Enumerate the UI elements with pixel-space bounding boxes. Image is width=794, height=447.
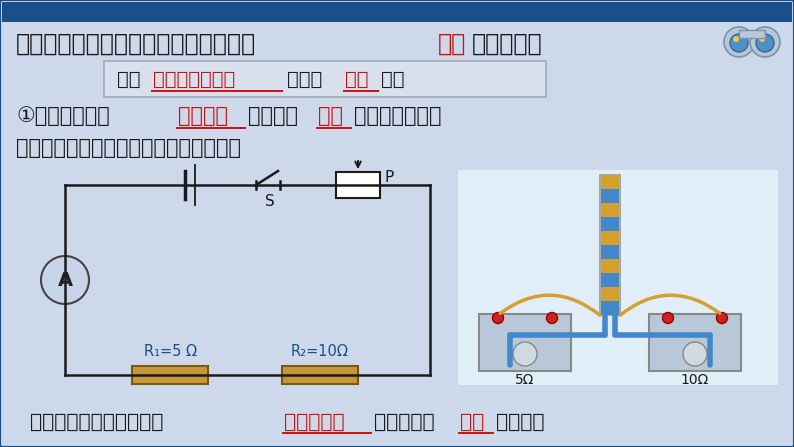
Circle shape	[546, 312, 557, 324]
Text: 10Ω: 10Ω	[681, 373, 709, 387]
Text: 接入电路，使用: 接入电路，使用	[354, 106, 441, 126]
FancyBboxPatch shape	[132, 365, 208, 385]
Text: 的电阻丝: 的电阻丝	[248, 106, 298, 126]
Circle shape	[756, 34, 774, 52]
FancyBboxPatch shape	[601, 231, 619, 245]
Text: 电阻: 电阻	[345, 69, 368, 89]
Text: 控制: 控制	[117, 69, 141, 89]
Text: 串联: 串联	[318, 106, 343, 126]
Text: 电流、通电时间: 电流、通电时间	[153, 69, 235, 89]
Circle shape	[662, 312, 673, 324]
FancyBboxPatch shape	[601, 245, 619, 259]
Circle shape	[41, 256, 89, 304]
FancyBboxPatch shape	[336, 172, 380, 198]
FancyBboxPatch shape	[649, 314, 741, 371]
Circle shape	[513, 342, 537, 366]
Text: A: A	[57, 270, 72, 290]
Text: 电阻: 电阻	[438, 32, 466, 56]
FancyBboxPatch shape	[600, 175, 620, 315]
FancyBboxPatch shape	[282, 366, 358, 384]
Text: 5Ω: 5Ω	[515, 373, 534, 387]
FancyBboxPatch shape	[601, 203, 619, 217]
Circle shape	[733, 36, 739, 42]
Circle shape	[759, 36, 765, 42]
Text: 学生电源供电（提供的电流大且稳定）。: 学生电源供电（提供的电流大且稳定）。	[16, 138, 241, 158]
FancyBboxPatch shape	[601, 273, 619, 287]
FancyBboxPatch shape	[282, 365, 358, 385]
Circle shape	[716, 312, 727, 324]
FancyBboxPatch shape	[601, 259, 619, 273]
Text: 不同: 不同	[381, 69, 404, 89]
Text: 阻值不等: 阻值不等	[178, 106, 228, 126]
FancyBboxPatch shape	[601, 287, 619, 301]
Circle shape	[683, 342, 707, 366]
Text: R₁=5 Ω: R₁=5 Ω	[144, 345, 196, 359]
Circle shape	[492, 312, 503, 324]
Circle shape	[724, 27, 754, 57]
FancyBboxPatch shape	[601, 301, 619, 315]
Text: 电流: 电流	[460, 413, 484, 431]
FancyBboxPatch shape	[2, 2, 792, 22]
FancyBboxPatch shape	[601, 189, 619, 203]
FancyBboxPatch shape	[479, 314, 571, 371]
Text: S: S	[265, 194, 275, 208]
Circle shape	[730, 34, 748, 52]
Text: 的大小。: 的大小。	[496, 413, 545, 431]
Text: P: P	[385, 169, 395, 185]
Text: 相同，: 相同，	[287, 69, 322, 89]
FancyBboxPatch shape	[458, 170, 778, 385]
FancyBboxPatch shape	[601, 217, 619, 231]
Text: ①方案：将两根: ①方案：将两根	[16, 106, 110, 126]
FancyBboxPatch shape	[601, 175, 619, 189]
Text: R₂=10Ω: R₂=10Ω	[291, 345, 349, 359]
Text: 是否有关？: 是否有关？	[472, 32, 542, 56]
Text: 探究一：电流通过导体时产生的热量跟: 探究一：电流通过导体时产生的热量跟	[16, 32, 256, 56]
FancyBboxPatch shape	[104, 61, 546, 97]
Circle shape	[40, 255, 90, 305]
Circle shape	[750, 27, 780, 57]
FancyBboxPatch shape	[739, 30, 765, 38]
Text: 为了进行多次测量，使用: 为了进行多次测量，使用	[30, 413, 164, 431]
Text: 改变电路中: 改变电路中	[374, 413, 434, 431]
Text: 滑动变阻器: 滑动变阻器	[284, 413, 345, 431]
FancyBboxPatch shape	[132, 366, 208, 384]
